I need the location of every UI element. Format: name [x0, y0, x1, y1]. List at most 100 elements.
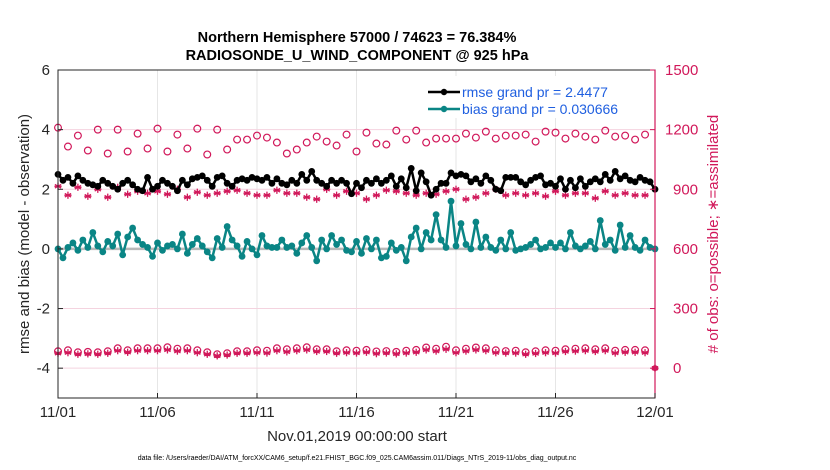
obs-assimilated-point	[263, 349, 271, 357]
y-tick-label: 6	[42, 62, 50, 79]
bias-point	[502, 245, 510, 253]
bias-point	[169, 241, 176, 248]
obs-assimilated-point	[323, 347, 331, 356]
bias-point	[487, 244, 495, 251]
bias-point	[79, 236, 87, 244]
bias-point	[268, 244, 276, 251]
rmse-point	[547, 179, 554, 187]
obs-possible-point	[641, 130, 650, 139]
bias-point	[382, 252, 390, 260]
obs-possible-point	[491, 134, 500, 143]
obs-possible-point	[322, 137, 331, 146]
left-axis-ticks: -4 -2 0 2 4 6	[37, 62, 63, 377]
obs-assimilated-point	[74, 350, 82, 358]
obs-assimilated-point	[303, 193, 311, 201]
obs-possible-point	[461, 129, 470, 138]
bias-point	[328, 232, 336, 239]
obs-assimilated-point	[512, 189, 520, 197]
obs-assimilated-point	[611, 349, 619, 357]
rmse-point	[174, 187, 181, 195]
bias-point	[397, 244, 405, 251]
obs-assimilated-point	[362, 348, 371, 356]
bias-point	[368, 245, 375, 253]
rmse-point	[417, 169, 425, 177]
obs-possible-point	[631, 135, 640, 144]
bias-point	[427, 236, 435, 244]
bias-point	[154, 239, 161, 247]
bias-point	[567, 229, 574, 236]
rmse-point	[94, 182, 102, 190]
rmse-point	[109, 182, 117, 190]
obs-assimilated-point	[223, 187, 231, 195]
rmse-point	[288, 176, 296, 184]
bias-point	[64, 244, 72, 251]
obs-assimilated-point	[213, 189, 221, 197]
rmse-point	[149, 185, 156, 193]
obs-possible-point	[511, 131, 520, 140]
bias-point	[452, 242, 460, 250]
rmse-point	[268, 179, 276, 187]
rmse-point	[183, 181, 191, 189]
obs-assimilated-point	[64, 191, 72, 199]
rmse-point	[139, 187, 146, 195]
obs-assimilated-point	[303, 346, 311, 354]
obs-possible-point	[501, 131, 510, 140]
bias-point	[318, 236, 326, 244]
data-file-footnote: data file: /Users/raeder/DAI/ATM_forcXX/…	[138, 455, 577, 462]
obs-possible-point	[223, 145, 232, 154]
obs-assimilated-point	[253, 191, 261, 199]
bias-point	[402, 257, 410, 265]
rmse-point	[348, 190, 355, 198]
rmse-point	[552, 182, 559, 190]
obs-possible-point	[233, 135, 242, 144]
rmse-point	[427, 191, 435, 199]
rmse-point	[412, 187, 420, 195]
bias-point	[84, 244, 92, 251]
obs-assimilated-point	[382, 349, 390, 357]
obs-assimilated-point	[213, 352, 221, 360]
bias-point	[507, 229, 515, 236]
rmse-point	[462, 172, 470, 180]
obs-assimilated-point	[74, 183, 82, 191]
x-tick-label: 11/16	[338, 404, 374, 421]
obs-possible-point	[452, 134, 461, 143]
bias-point	[333, 241, 340, 248]
obs-possible-point	[312, 132, 321, 141]
obs-possible-point	[402, 135, 411, 144]
obs-possible-point	[382, 140, 391, 149]
obs-possible-point	[203, 150, 212, 159]
rmse-point	[397, 175, 405, 183]
obs-assimilated-point	[482, 189, 490, 197]
obs-possible-point	[551, 128, 560, 137]
obs-assimilated-point	[512, 349, 520, 357]
obs-assimilated-point	[193, 188, 201, 196]
bias-point	[139, 241, 146, 248]
bias-point	[134, 236, 142, 244]
obs-layer	[53, 123, 659, 372]
bias-point	[159, 247, 166, 254]
obs-assimilated-point	[482, 347, 490, 355]
rmse-point	[646, 178, 654, 186]
obs-assimilated-point	[372, 191, 380, 199]
obs-assimilated-point	[203, 191, 211, 199]
rmse-point	[572, 184, 579, 192]
obs-assimilated-point	[442, 345, 450, 353]
x-tick-label: 11/11	[239, 404, 274, 421]
obs-assimilated-point	[492, 349, 500, 357]
obs-possible-point	[153, 124, 162, 133]
rmse-point	[243, 176, 251, 184]
obs-assimilated-point	[452, 349, 460, 357]
obs-possible-point	[352, 147, 361, 156]
obs-possible-point	[113, 125, 122, 134]
rmse-point	[621, 172, 629, 180]
obs-assimilated-point	[571, 347, 579, 355]
obs-possible-point	[133, 129, 142, 138]
bias-point	[114, 230, 122, 238]
rmse-point	[537, 172, 544, 180]
obs-possible-point	[213, 125, 222, 134]
bias-point	[616, 221, 624, 229]
obs-possible-point	[342, 130, 351, 139]
obs-assimilated-point	[532, 349, 540, 358]
bias-point	[532, 236, 539, 244]
